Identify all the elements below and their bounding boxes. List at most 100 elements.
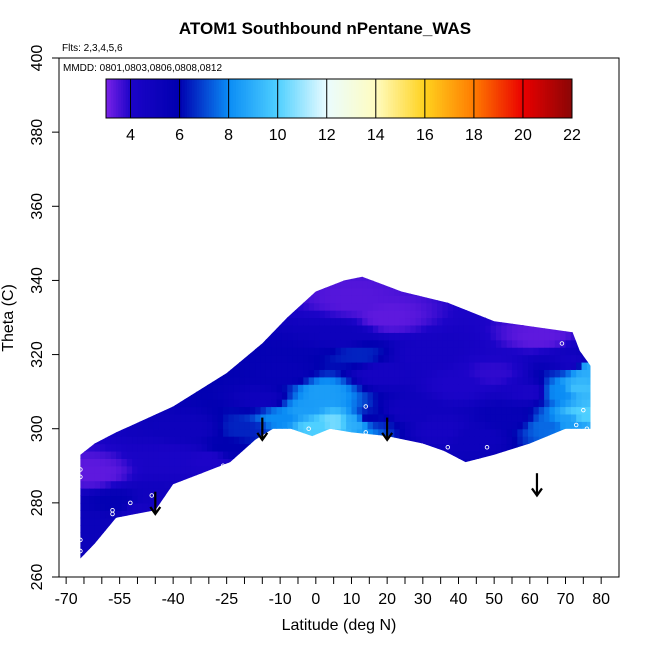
heatmap-cell [474,376,481,385]
heatmap-cell [453,495,460,504]
heatmap-cell [490,332,497,341]
heatmap-cell [442,324,449,333]
colorbar-segment [341,79,345,118]
heatmap-cell [276,332,283,341]
heatmap-cell [335,391,342,400]
heatmap-cell [244,428,251,437]
heatmap-cell [319,258,325,266]
heatmap-cell [399,539,406,548]
heatmap-cell [479,391,486,400]
heatmap-cell [142,473,149,482]
heatmap-cell [586,302,591,311]
heatmap-cell [319,384,326,393]
heatmap-cell [276,399,283,408]
heatmap-cell [153,287,160,296]
heatmap-cell [453,302,460,311]
colorbar-segment [476,79,480,118]
heatmap-cell [421,347,427,356]
colorbar-segment [326,79,330,118]
heatmap-cell [335,458,342,467]
heatmap-cell [528,354,534,363]
heatmap-cell [437,276,444,282]
heatmap-cell [212,391,219,400]
heatmap-cell [185,428,192,437]
colorbar-segment [233,79,237,118]
heatmap-cell [346,539,353,548]
heatmap-cell [592,355,598,363]
heatmap-cell [415,376,422,385]
heatmap-cell [132,413,139,422]
heatmap-cell [116,554,123,559]
heatmap-cell [367,525,374,534]
heatmap-cell [592,510,598,518]
heatmap-cell [314,317,320,326]
heatmap-cell [586,547,591,556]
heatmap-cell [260,391,267,400]
heatmap-cell [201,428,208,437]
heatmap-cell [116,280,123,289]
heatmap-cell [314,302,320,311]
heatmap-cell [576,376,583,385]
heatmap-cell [394,324,401,333]
heatmap-cell [201,280,208,289]
heatmap-cell [185,317,192,326]
x-tick-label: -70 [55,591,78,608]
heatmap-cell [544,495,551,504]
heatmap-cell [116,287,123,296]
heatmap-cell [586,399,591,408]
heatmap-cell [421,361,427,370]
heatmap-cell [351,510,358,519]
colorbar-segment [415,79,418,118]
heatmap-cell [426,517,433,526]
heatmap-cell [265,458,272,467]
heatmap-cell [148,347,155,356]
heatmap-cell [308,287,315,296]
heatmap-cell [116,339,123,348]
heatmap-cell [233,539,240,548]
heatmap-cell [533,525,540,534]
heatmap-cell [308,276,315,282]
heatmap-cell [410,458,417,467]
heatmap-cell [121,525,128,534]
heatmap-cell [324,413,331,422]
heatmap-cell [121,391,128,400]
heatmap-cell [533,384,540,393]
heatmap-cell [453,517,460,526]
heatmap-cell [570,354,577,363]
heatmap-cell [544,436,551,445]
heatmap-cell [132,436,139,445]
heatmap-cell [388,295,395,304]
heatmap-cell [598,533,604,541]
heatmap-cell [158,480,165,489]
sample-point [573,422,579,428]
heatmap-cell [340,421,347,430]
heatmap-cell [142,495,149,504]
heatmap-cell [308,376,315,385]
heatmap-cell [362,376,369,385]
heatmap-cell [576,347,583,356]
heatmap-cell [453,428,460,437]
heatmap-cell [506,458,513,467]
sample-point [306,426,311,431]
heatmap-cell [201,406,208,415]
heatmap-cell [110,436,117,445]
heatmap-cell [105,258,111,266]
heatmap-cell [169,369,176,378]
heatmap-cell [346,317,353,326]
heatmap-cell [522,369,529,378]
heatmap-cell [330,436,337,445]
heatmap-cell [110,443,117,452]
heatmap-cell [105,354,112,363]
heatmap-cell [554,554,561,559]
heatmap-cell [501,443,508,452]
heatmap-cell [453,376,460,385]
heatmap-cell [598,347,604,355]
heatmap-cell [164,495,171,504]
heatmap-cell [212,332,219,341]
heatmap-cell [485,502,492,511]
heatmap-cell [287,554,294,559]
colorbar-segment [481,79,485,118]
heatmap-cell [410,562,416,570]
heatmap-cell [501,347,508,356]
heatmap-cell [330,369,337,378]
